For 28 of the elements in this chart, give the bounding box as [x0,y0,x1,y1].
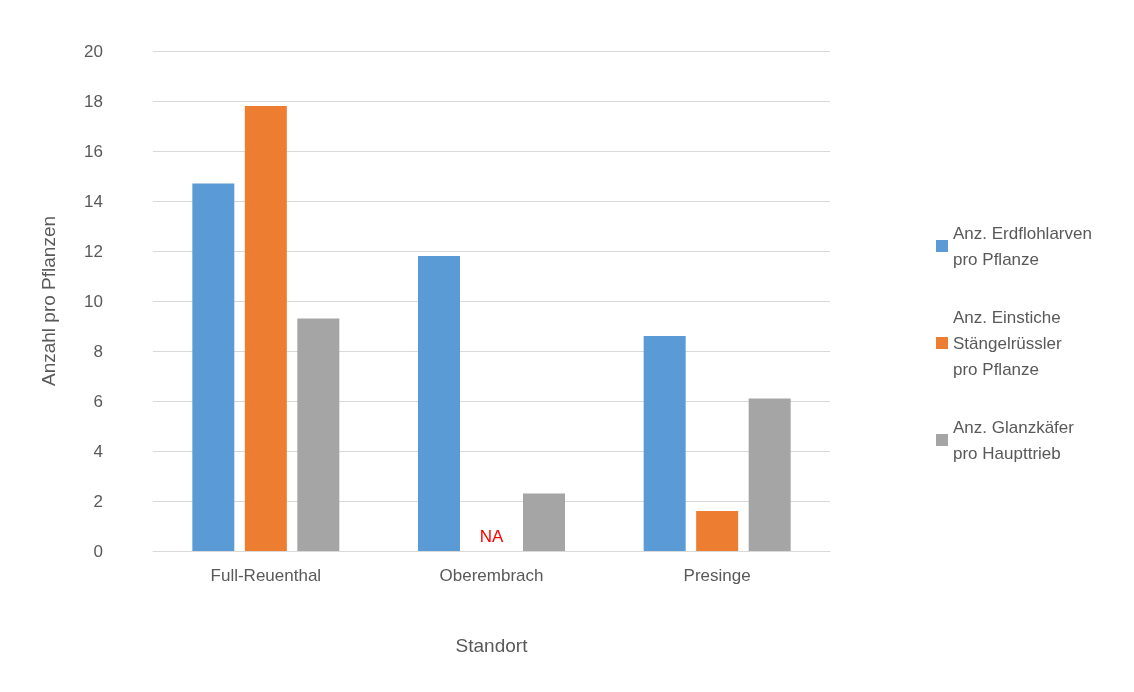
x-axis-title: Standort [455,635,529,656]
y-tick-label: 12 [84,241,103,261]
legend-label: Anz. Einstiche Stängelrüssler pro Pflanze [953,307,1067,379]
x-tick-label: Presinge [683,566,751,585]
y-tick-label: 14 [84,191,103,211]
y-tick-label: 20 [84,41,103,61]
y-tick-label: 10 [84,291,103,311]
x-tick-label: Oberembrach [439,566,544,585]
x-tick-label: Full-Reuenthal [210,566,322,585]
y-tick-label: 4 [93,441,103,461]
legend-label: Anz. Glanzkäfer pro Haupttrieb [953,417,1079,463]
y-tick-label: 0 [93,541,103,561]
y-tick-label: 8 [93,341,103,361]
bar [418,256,460,551]
y-tick-label: 2 [93,491,103,511]
y-axis-title: Anzahl pro Pflanzen [38,215,59,387]
bar [297,318,340,551]
bar [643,336,686,551]
bar [696,511,739,551]
bar [244,106,287,551]
y-tick-label: 18 [84,91,103,111]
y-tick-label: 16 [84,141,103,161]
y-tick-label: 6 [93,391,103,411]
legend-label: Anz. Erdflohlarven pro Pflanze [953,223,1097,269]
bar [523,493,565,551]
bar [192,183,235,551]
bar [748,398,791,551]
annotation: NA [479,527,504,546]
